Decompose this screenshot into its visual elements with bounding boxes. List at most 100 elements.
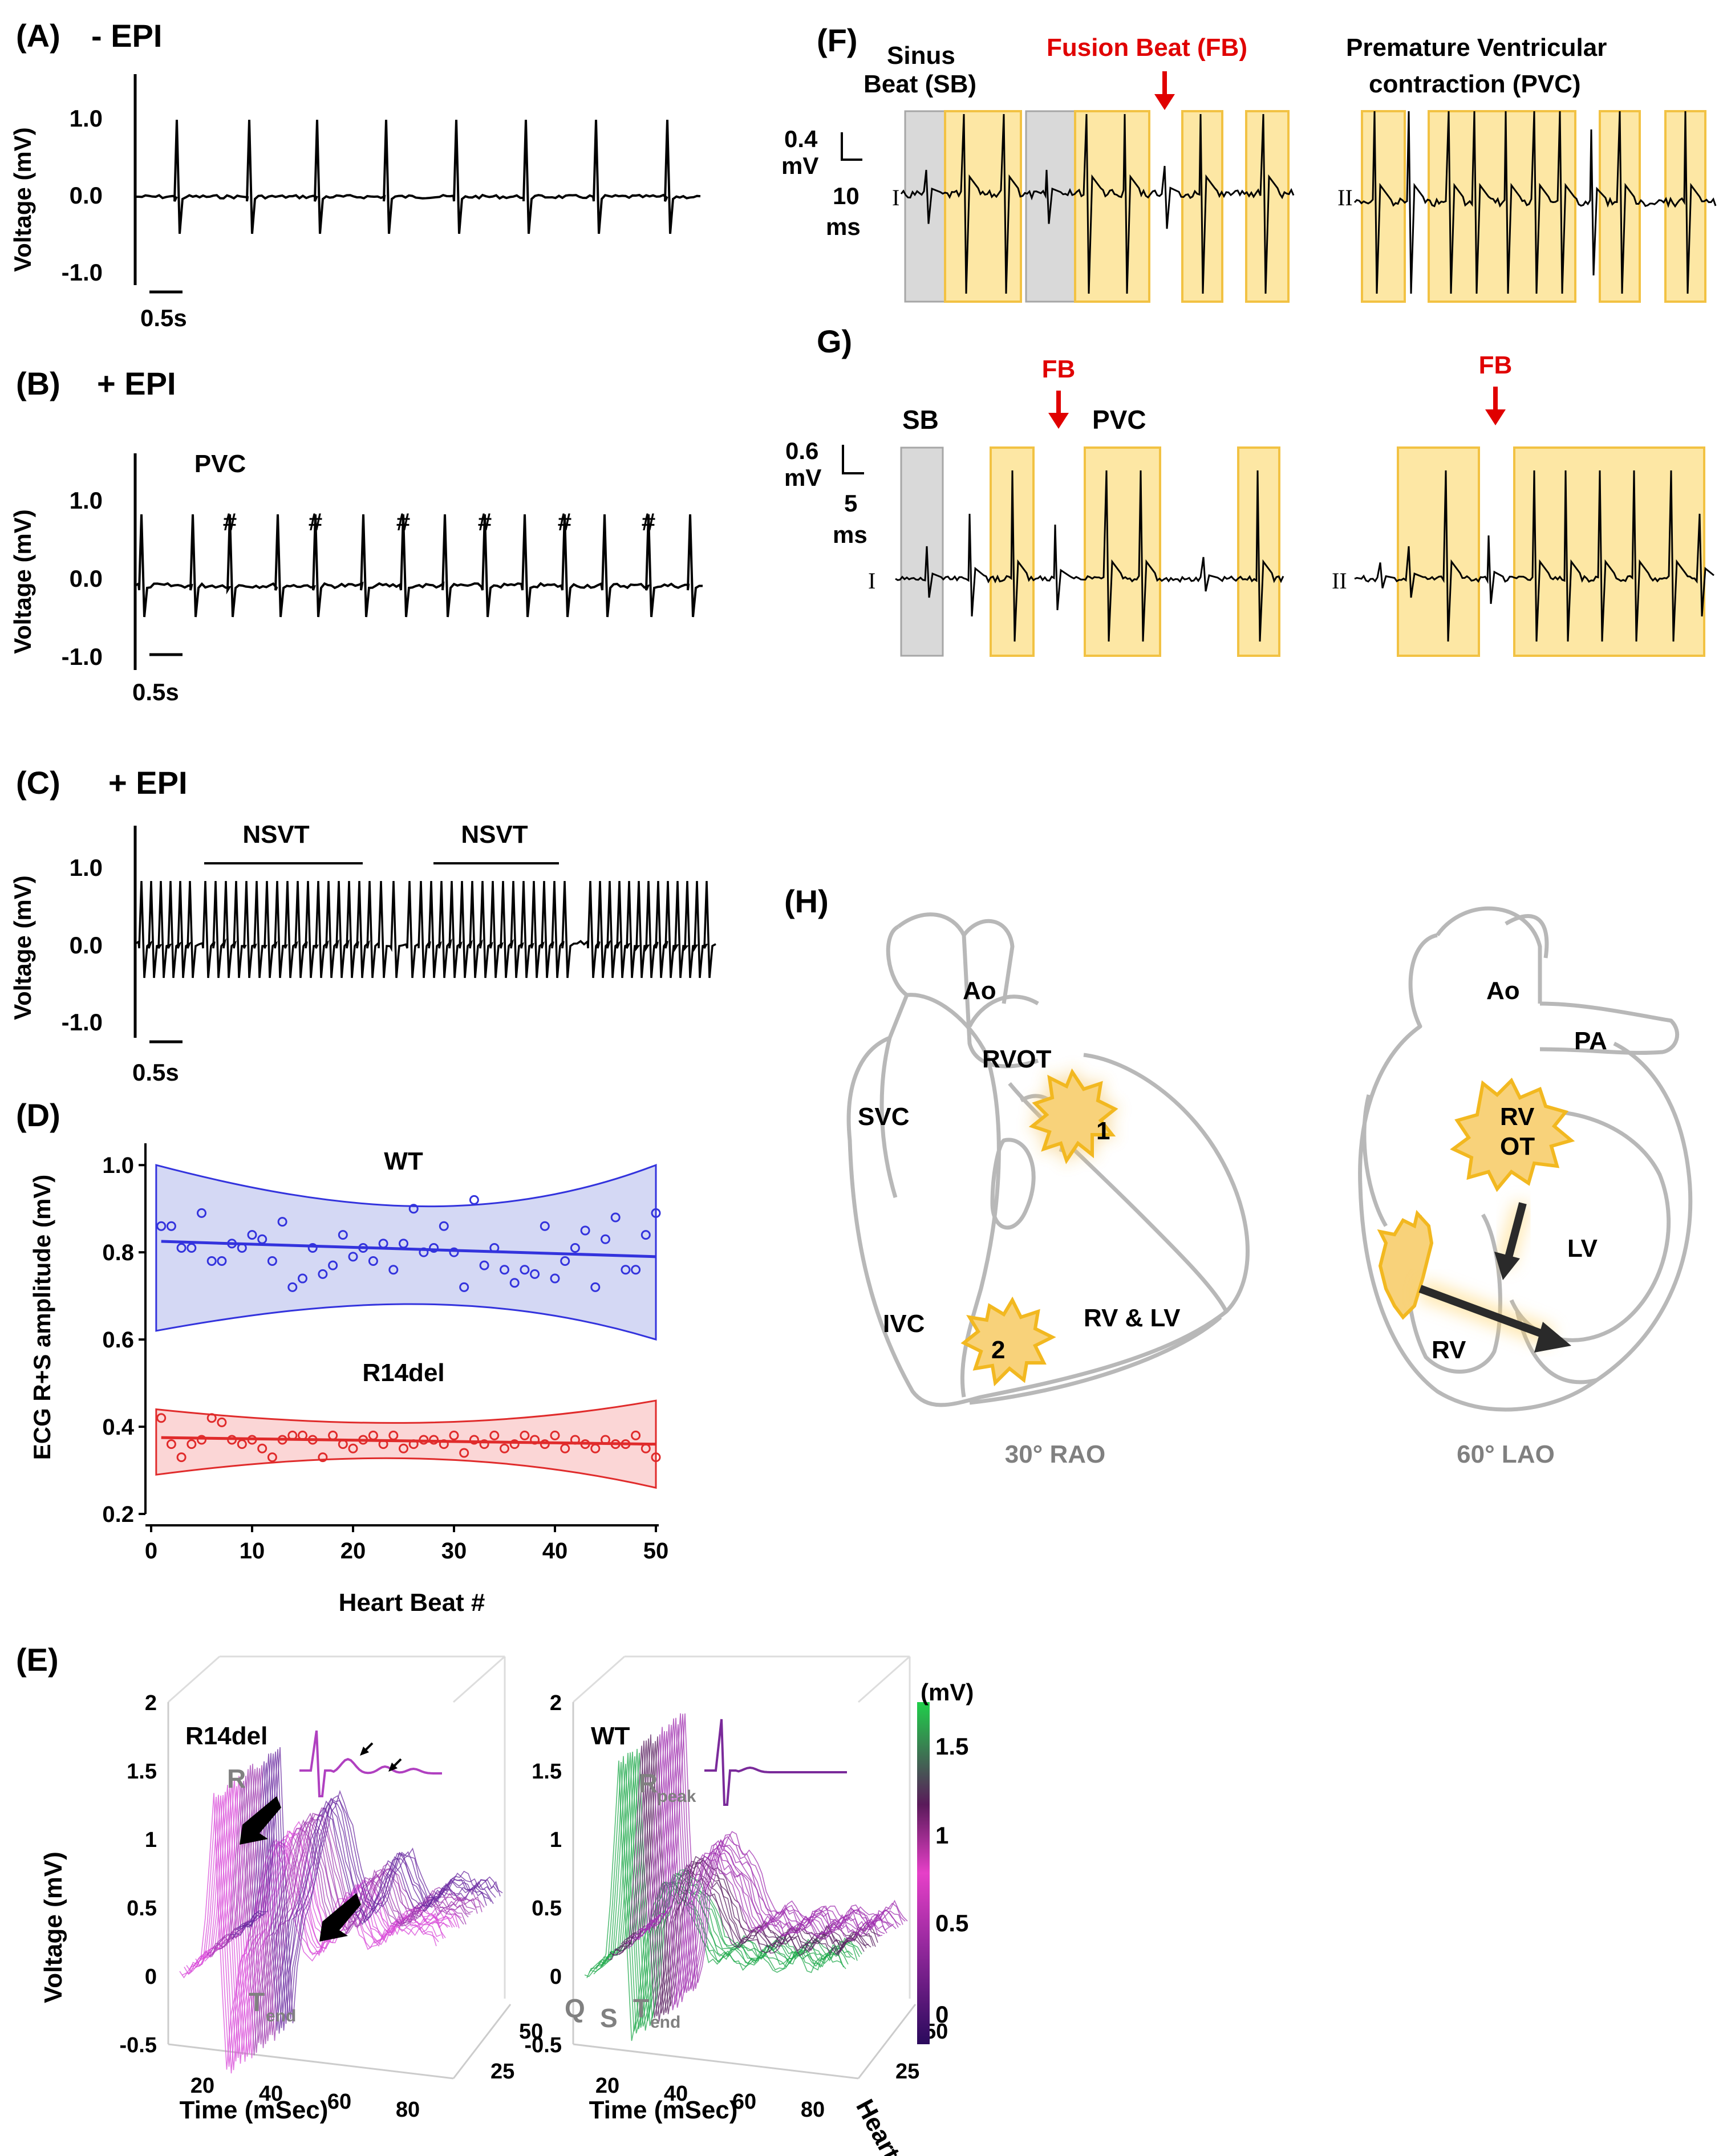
data-point [550,1430,560,1440]
beat-trace [648,1714,906,1989]
data-point [580,1225,590,1236]
data-point [560,1256,570,1266]
panel-b-title: + EPI [97,366,176,401]
panel-b-ytick: 1.0 [70,487,103,514]
sinus-box [900,446,944,657]
lao-ao: Ao [1486,977,1520,1005]
data-point [610,1439,621,1449]
data-point [298,1430,307,1440]
data-point [640,1443,651,1453]
data-point [267,1256,277,1266]
x-tick-label: 20 [340,1538,366,1564]
data-point [500,1443,509,1453]
panel-c-title: + EPI [108,765,188,801]
panel-a-ytick: 1.0 [70,105,103,132]
data-point [358,1243,368,1253]
data-point [580,1439,590,1449]
grid-line [858,1655,910,1703]
data-point [368,1256,378,1266]
data-point [388,1430,399,1440]
x-tick-label: 40 [664,2082,688,2106]
rao-view: 30° RAO [1005,1440,1106,1468]
panel-f: (F) Sinus Beat (SB) Fusion Beat (FB) Pre… [781,22,1717,303]
data-point [328,1430,338,1440]
spark-2-label: 2 [991,1336,1005,1364]
beat-trace [639,1718,897,1993]
data-point [570,1435,580,1445]
panel-b-ylabel: Voltage (mV) [9,509,36,654]
z-tick-label: -0.5 [525,2033,562,2057]
feature-arrow [319,1893,361,1942]
tend-subscript-wt: end [650,2013,680,2032]
panel-a-ytick: 0.0 [70,182,103,209]
arrow-lao-1 [1505,1202,1527,1258]
data-point [227,1435,237,1445]
beat-trace [632,1731,890,1998]
inset-trace [704,1719,847,1806]
pvc-label-2: contraction (PVC) [1369,70,1581,98]
sinus-label-2: Beat (SB) [864,70,976,98]
ecg-trace-b [135,514,703,618]
z-tick-label: -0.5 [120,2033,157,2057]
sinus-box [904,110,946,303]
data-point [257,1234,267,1244]
panel-a-ylabel: Voltage (mV) [9,127,36,272]
beat-trace [216,1765,473,2048]
panel-a-scale: 0.5s [140,304,187,331]
data-point [378,1239,388,1249]
y-tick-label: 0.8 [102,1240,134,1265]
depth-label: Heart Beat #) [850,2095,948,2156]
z-tick-label: 2 [550,1691,562,1715]
beat-trace [595,1752,853,2027]
data-point [489,1430,500,1440]
fusion-label: Fusion Beat (FB) [1047,34,1247,62]
arrow-lao-2-head [1534,1322,1571,1353]
data-point [469,1435,479,1445]
data-point [176,1243,187,1253]
x-tick-label: 80 [801,2098,825,2122]
panel-c-ytick: 1.0 [70,854,103,881]
data-point [640,1230,651,1240]
data-point [439,1439,449,1449]
inset-arrow-head [360,1747,369,1756]
panel-b-letter: (B) [16,366,60,401]
panel-c-ylabel: Voltage (mV) [9,875,36,1020]
data-point [509,1278,520,1288]
x-tick-label: 60 [732,2090,756,2114]
confidence-band [155,1399,657,1489]
feature-arrow [240,1796,281,1845]
data-point [601,1234,610,1244]
data-point [277,1435,287,1445]
data-point [570,1243,580,1253]
x-tick-label: 10 [240,1538,265,1564]
fb-arrow-1-head [1048,413,1069,429]
beat-trace [241,1751,498,2021]
data-point [267,1452,277,1463]
beat-trace [637,1724,894,1993]
colorbar-unit: (mV) [921,1679,974,1706]
data-point [540,1439,550,1449]
scatter-chart: 0.2 0.4 0.6 0.8 1.0 0 10 20 30 40 50 WT R14del [102,1143,668,1564]
x-tick-label: 60 [327,2090,351,2114]
f-scale-t: 10 [833,182,860,209]
data-point [206,1256,217,1266]
panel-d: (D) ECG R+S amplitude (mV) 0.2 0.4 0.6 0.8 1… [16,1097,668,1617]
data-point [631,1430,641,1440]
fb-arrow-2-head [1485,409,1506,425]
data-point [217,1256,227,1266]
data-point [439,1221,449,1231]
z-tick-label: 1.5 [127,1760,157,1784]
pvc-annotation: PVC [194,450,246,478]
data-point [348,1252,358,1262]
depth-axis [452,2004,512,2079]
pvc-box [1245,110,1290,303]
rao-svc: SVC [858,1103,909,1131]
data-point [237,1439,247,1449]
data-point [338,1439,348,1449]
data-point [449,1247,459,1257]
data-point [399,1239,408,1249]
g-scale-v: 0.6 [785,437,818,464]
colorbar [917,1702,930,2044]
data-point [328,1260,338,1270]
